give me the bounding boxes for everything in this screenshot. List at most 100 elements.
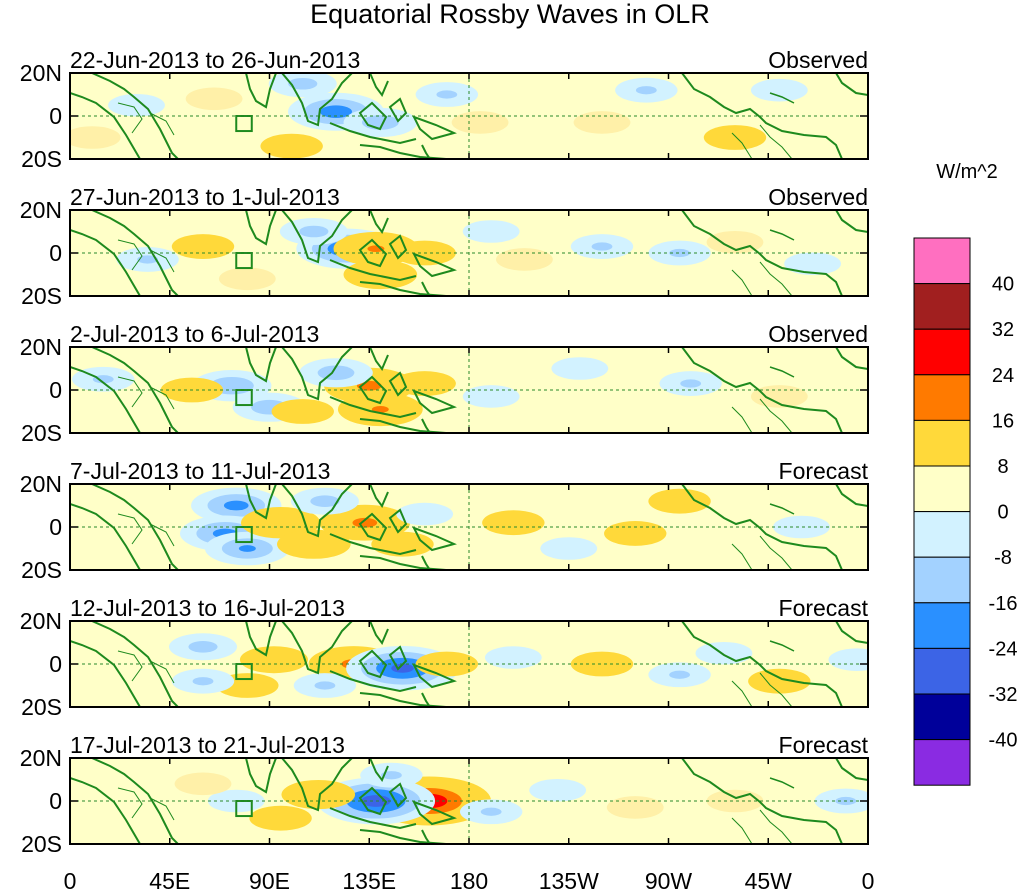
anomaly-contour — [270, 814, 291, 823]
anomaly-contour-group — [174, 772, 232, 796]
panel: 27-Jun-2013 to 1-Jul-2013 Observed 20N 0 20S — [20, 184, 869, 309]
colorbar-tick-label: -40 — [989, 730, 1018, 752]
anomaly-contour — [70, 126, 121, 149]
anomaly-contour-group — [415, 82, 479, 107]
anomaly-contour-group — [451, 111, 509, 134]
colorbar-bin — [913, 283, 971, 330]
panel: 22-Jun-2013 to 26-Jun-2013 Observed 20N 0 20… — [20, 47, 869, 172]
y-tick-label: 0 — [49, 651, 62, 677]
y-tick-label: 0 — [49, 514, 62, 540]
anomaly-contour — [591, 659, 613, 669]
anomaly-contour-group — [750, 78, 808, 102]
y-tick-label: 20S — [21, 420, 62, 446]
anomaly-contour-group — [540, 537, 598, 560]
anomaly-contour — [502, 518, 524, 527]
anomaly-contour — [706, 789, 764, 813]
anomaly-contour — [392, 540, 413, 549]
anomaly-contour — [669, 248, 690, 258]
anomaly-contour-group — [750, 385, 808, 408]
colorbar-unit-label: W/m^2 — [936, 161, 998, 183]
anomaly-contour — [218, 267, 276, 291]
anomaly-contour-group — [703, 125, 767, 150]
anomaly-contour-group — [648, 240, 711, 266]
x-axis-ticks: 0 45E 90E 135E 180 135W 90W 45W 0 — [64, 868, 875, 890]
anomaly-contour — [436, 659, 458, 669]
anomaly-contour — [496, 248, 553, 271]
anomaly-contour — [108, 93, 165, 117]
anomaly-contour-group — [393, 371, 456, 396]
colorbar-tick-label: 8 — [997, 456, 1008, 478]
anomaly-contour — [724, 133, 746, 142]
anomaly-contour-group — [706, 230, 764, 254]
anomaly-contour — [92, 375, 114, 384]
panel-date-range: 2-Jul-2013 to 6-Jul-2013 — [70, 321, 319, 347]
panel: 17-Jul-2013 to 21-Jul-2013 Forecast 20N 0 20… — [20, 732, 869, 857]
colorbar-bin — [913, 237, 971, 285]
anomaly-contour — [462, 385, 520, 408]
anomaly-contour — [436, 90, 458, 99]
anomaly-contour-group — [218, 267, 276, 291]
y-tick-label: 0 — [49, 377, 62, 403]
colorbar-tick-label: 0 — [997, 502, 1008, 524]
colorbar-bin — [913, 693, 971, 741]
anomaly-contour — [137, 255, 158, 264]
panel-clip — [70, 73, 868, 159]
anomaly-contour — [706, 230, 764, 254]
y-tick-label: 20S — [21, 557, 62, 583]
colorbar-tick-label: 24 — [992, 365, 1014, 387]
panel: 2-Jul-2013 to 6-Jul-2013 Observed 20N 0 20S — [20, 321, 869, 446]
anomaly-contour-group — [570, 651, 634, 677]
anomaly-contour — [669, 497, 690, 506]
colorbar-bin — [913, 419, 971, 467]
panel: 7-Jul-2013 to 11-Jul-2013 Forecast 20N 0 20S — [20, 458, 869, 583]
anomaly-contour-group — [70, 126, 121, 149]
y-tick-label: 20S — [21, 831, 62, 857]
anomaly-contour-group — [415, 651, 479, 677]
anomaly-contour-group — [648, 662, 711, 688]
anomaly-contour — [288, 77, 318, 90]
anomaly-contour — [314, 681, 336, 690]
anomaly-contour — [606, 796, 664, 819]
anomaly-contour — [680, 379, 702, 388]
anomaly-contour-group — [268, 73, 337, 98]
anomaly-contour-group — [293, 673, 357, 698]
panel-kind-label: Observed — [768, 47, 868, 73]
panel-date-range: 17-Jul-2013 to 21-Jul-2013 — [70, 732, 345, 758]
chart-title: Equatorial Rossby Waves in OLR — [310, 0, 710, 29]
y-tick-label: 20N — [20, 334, 62, 360]
anomaly-contour — [669, 670, 690, 679]
anomaly-contour-group — [484, 646, 542, 669]
y-tick-label: 20S — [21, 283, 62, 309]
anomaly-contour-group — [773, 515, 830, 539]
anomaly-contour — [773, 515, 830, 539]
panel-kind-label: Forecast — [779, 458, 869, 484]
anomaly-contour — [750, 385, 808, 408]
anomaly-contour-group — [319, 504, 411, 541]
colorbar-bin — [913, 374, 971, 421]
y-tick-label: 20S — [21, 694, 62, 720]
anomaly-contour — [784, 252, 841, 276]
panel-kind-label: Forecast — [779, 595, 869, 621]
colorbar-bin — [913, 511, 971, 558]
colorbar-bin — [913, 739, 971, 786]
anomaly-contour — [299, 787, 337, 802]
x-tick-label: 0 — [862, 868, 875, 890]
colorbar-tick-label: -32 — [989, 684, 1018, 706]
anomaly-contour — [573, 111, 631, 134]
anomaly-contour-group — [360, 762, 423, 788]
y-tick-label: 0 — [49, 103, 62, 129]
anomaly-contour-group — [828, 648, 868, 671]
colorbar-tick-label: -16 — [989, 593, 1018, 615]
anomaly-contour-group — [171, 234, 235, 259]
y-tick-label: 20N — [20, 197, 62, 223]
colorbar-bin — [913, 328, 971, 376]
anomaly-contour-group — [337, 392, 423, 427]
anomaly-contour-group — [706, 789, 764, 813]
anomaly-contour-group — [462, 220, 520, 243]
anomaly-contour — [462, 220, 520, 243]
anomaly-contour — [320, 105, 352, 119]
x-tick-label: 180 — [450, 868, 488, 890]
anomaly-contour-group — [496, 248, 553, 271]
anomaly-contour-group — [551, 357, 609, 380]
